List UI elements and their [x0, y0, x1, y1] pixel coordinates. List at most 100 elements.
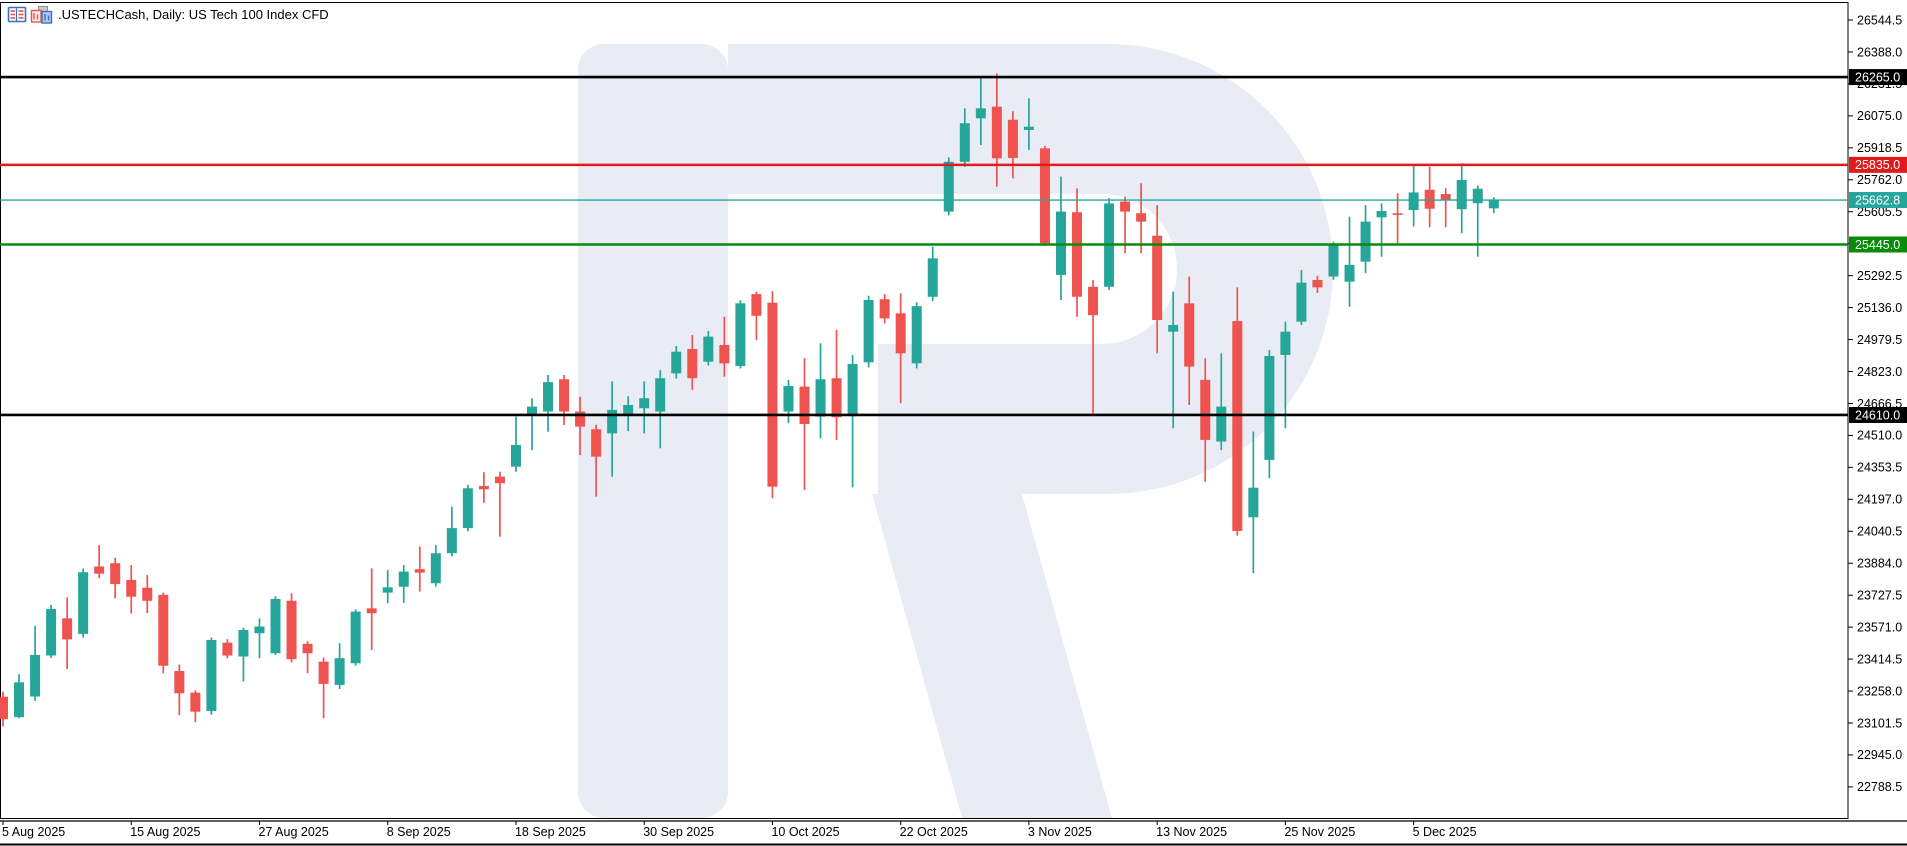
candle — [398, 565, 409, 603]
price-tag-resistance-red: 25835.0 — [1849, 156, 1907, 173]
y-axis-label: 25136.0 — [1857, 301, 1902, 315]
watermark-logo — [578, 44, 1333, 818]
candle — [1488, 197, 1499, 214]
y-axis-label: 26544.5 — [1857, 13, 1902, 27]
y-axis-label: 24510.0 — [1857, 429, 1902, 443]
y-axis-label: 24197.0 — [1857, 493, 1902, 507]
candle — [975, 76, 986, 146]
candle — [158, 592, 169, 674]
candle — [1456, 163, 1467, 234]
candle — [94, 545, 105, 579]
candle — [1007, 111, 1018, 179]
price-tag-label: 24610.0 — [1855, 408, 1900, 422]
candle — [623, 396, 634, 432]
candle — [302, 641, 313, 674]
new-chart-icon — [30, 6, 53, 24]
candle — [671, 345, 682, 379]
candle — [559, 374, 570, 425]
candle — [0, 691, 8, 727]
candle — [382, 569, 393, 604]
candle — [14, 674, 25, 719]
candle — [222, 639, 233, 659]
y-axis-label: 25918.5 — [1857, 141, 1902, 155]
x-axis-label: 3 Nov 2025 — [1028, 825, 1092, 839]
x-axis-label: 30 Sep 2025 — [643, 825, 714, 839]
candle — [1440, 188, 1451, 228]
price-tags: 26265.0 25835.0 25662.8 25445.0 24610.0 — [1849, 69, 1907, 423]
x-axis-label: 5 Aug 2025 — [2, 825, 65, 839]
market-watch-icon — [7, 6, 27, 23]
y-axis-label: 23101.5 — [1857, 716, 1902, 730]
candle — [142, 575, 153, 614]
y-axis-label: 22945.0 — [1857, 748, 1902, 762]
candle — [943, 157, 954, 216]
candle — [510, 416, 521, 472]
candle — [1023, 98, 1034, 150]
candle — [366, 568, 377, 650]
y-axis-label: 25605.5 — [1857, 205, 1902, 219]
y-axis-label: 23414.5 — [1857, 652, 1902, 666]
x-axis-label: 5 Dec 2025 — [1413, 825, 1477, 839]
candle — [1039, 145, 1050, 246]
level-lines — [0, 75, 1848, 417]
candle — [1072, 188, 1083, 317]
candle — [174, 664, 185, 716]
candle — [1248, 431, 1259, 574]
candle — [62, 597, 73, 669]
y-axis-label: 24979.5 — [1857, 333, 1902, 347]
y-axis-label: 23727.5 — [1857, 588, 1902, 602]
date-axis: 5 Aug 2025 15 Aug 2025 27 Aug 2025 8 Sep 20… — [2, 821, 1477, 839]
candle — [879, 294, 890, 324]
candle — [1280, 321, 1291, 429]
candle — [318, 657, 329, 719]
y-axis-label: 24040.5 — [1857, 525, 1902, 539]
candle — [110, 557, 121, 599]
x-axis-label: 13 Nov 2025 — [1156, 825, 1227, 839]
y-axis-label: 25292.5 — [1857, 269, 1902, 283]
chart-header: .USTECHCash, Daily: US Tech 100 Index CF… — [7, 6, 329, 24]
price-tag-support-green: 25445.0 — [1849, 236, 1907, 253]
candle — [959, 108, 970, 167]
candle — [478, 472, 489, 503]
candle — [430, 545, 441, 587]
candle — [1360, 205, 1371, 274]
candle — [1408, 165, 1419, 227]
candle — [1376, 203, 1387, 257]
price-tag-label: 25835.0 — [1855, 158, 1900, 172]
y-axis-label: 23571.0 — [1857, 620, 1902, 634]
candle — [1344, 216, 1355, 307]
candle — [206, 637, 217, 715]
y-axis-label: 24353.5 — [1857, 461, 1902, 475]
candle — [1152, 205, 1163, 354]
x-axis-label: 15 Aug 2025 — [130, 825, 200, 839]
candle — [591, 424, 602, 497]
candle — [462, 484, 473, 532]
candle — [126, 565, 137, 614]
candle — [78, 568, 89, 638]
candle — [1136, 183, 1147, 254]
candle — [655, 370, 666, 449]
candle — [1328, 241, 1339, 280]
y-axis-label: 25762.0 — [1857, 173, 1902, 187]
candle — [863, 295, 874, 368]
candle — [911, 302, 922, 369]
price-tag-label: 25662.8 — [1855, 193, 1900, 207]
x-axis-label: 27 Aug 2025 — [258, 825, 328, 839]
price-tag-current-price: 25662.8 — [1849, 192, 1907, 209]
candle — [270, 596, 281, 655]
candle — [767, 291, 778, 499]
candle — [607, 381, 618, 477]
price-tag-support-lower-black: 24610.0 — [1849, 406, 1907, 423]
candle — [687, 334, 698, 390]
price-tag-resistance-upper-black: 26265.0 — [1849, 69, 1907, 86]
x-axis-label: 10 Oct 2025 — [771, 825, 839, 839]
x-axis-label: 22 Oct 2025 — [900, 825, 968, 839]
price-axis: 26544.526388.026231.526075.025918.525762… — [1848, 13, 1902, 794]
candle — [751, 291, 762, 341]
candle — [190, 690, 201, 723]
candle — [334, 643, 345, 689]
candle — [254, 618, 265, 659]
candle — [1296, 270, 1307, 325]
